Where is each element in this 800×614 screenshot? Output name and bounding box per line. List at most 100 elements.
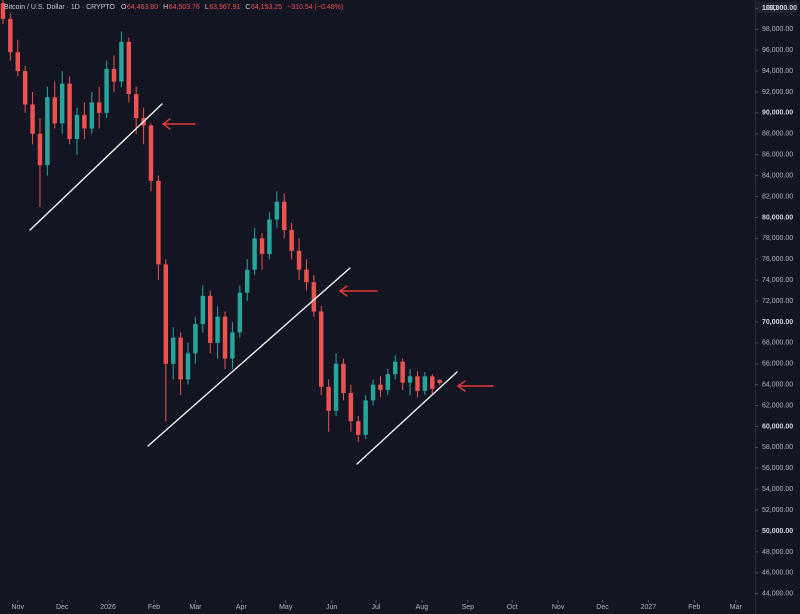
candle-body: [15, 52, 20, 72]
candle-body: [415, 376, 420, 391]
plot-area: [0, 0, 442, 443]
ohlc-key: H: [163, 4, 168, 11]
candle-body: [333, 363, 339, 411]
candle-body: [185, 353, 191, 380]
candle-body: [385, 374, 391, 390]
candle-body: [52, 97, 57, 124]
x-tick-label: Dec: [596, 604, 609, 611]
ohlc-value: 64,153.25: [251, 4, 282, 11]
candle-body: [400, 361, 405, 383]
y-tick-label: 70,000.00: [762, 319, 793, 326]
y-tick-label: 68,000.00: [762, 340, 793, 347]
candle-body: [119, 41, 124, 82]
y-tick-label: 82,000.00: [762, 193, 793, 200]
trendline: [29, 103, 163, 231]
x-tick-label: Jul: [372, 604, 381, 611]
ohlc-key: O: [121, 4, 127, 11]
annotations: [29, 103, 494, 465]
y-tick-label: 100,000.00: [762, 5, 797, 12]
y-tick-label: 90,000.00: [762, 110, 793, 117]
candle-body: [289, 229, 294, 251]
x-tick-label: Mar: [189, 604, 202, 611]
candle-body: [67, 83, 72, 140]
x-tick-label: Apr: [236, 604, 248, 611]
y-tick-label: 64,000.00: [762, 382, 793, 389]
candle-body: [237, 292, 243, 333]
candle-body: [82, 114, 87, 129]
candle-body: [407, 376, 413, 383]
candle-body: [0, 3, 6, 19]
candle-body: [311, 282, 317, 312]
x-tick-label: Feb: [148, 604, 160, 611]
candle-body: [304, 269, 309, 283]
x-tick-label: Mar: [730, 604, 743, 611]
y-tick-label: 88,000.00: [762, 131, 793, 138]
candle-body: [348, 393, 354, 422]
candle-body: [341, 363, 346, 394]
y-tick-label: 92,000.00: [762, 89, 793, 96]
candle-body: [274, 201, 280, 220]
candle-body: [148, 125, 154, 181]
candle-body: [89, 102, 95, 129]
y-tick-label: 48,000.00: [762, 549, 793, 556]
candle-body: [200, 295, 206, 325]
x-tick-label: Dec: [56, 604, 69, 611]
candle-body: [37, 133, 43, 166]
candle-body: [133, 94, 139, 119]
candle-body: [363, 400, 368, 435]
ohlc-value: 63,967.91: [209, 4, 240, 11]
x-tick-label: Oct: [507, 604, 518, 611]
candle-body: [267, 219, 272, 255]
x-tick-label: 2026: [100, 604, 116, 611]
candle-body: [178, 337, 183, 380]
candle-body: [111, 68, 117, 82]
y-tick-label: 46,000.00: [762, 570, 793, 577]
currency: USD: [763, 5, 778, 12]
candle-body: [74, 114, 80, 140]
y-tick-label: 60,000.00: [762, 423, 793, 430]
candle-body: [163, 264, 169, 364]
y-tick-label: 56,000.00: [762, 465, 793, 472]
arrow: [338, 285, 378, 297]
y-tick-label: 94,000.00: [762, 68, 793, 75]
trendline: [147, 267, 351, 447]
x-tick-label: Feb: [688, 604, 700, 611]
y-tick-label: 78,000.00: [762, 235, 793, 242]
trendline: [356, 371, 458, 465]
x-tick-label: Sep: [462, 604, 475, 611]
x-tick-label: Nov: [12, 604, 25, 611]
symbol-title: Bitcoin / U.S. Dollar · 1D · CRYPTO: [4, 4, 116, 11]
y-tick-label: 72,000.00: [762, 298, 793, 305]
ohlc-value: 64,503.76: [169, 4, 200, 11]
candle-body: [170, 337, 176, 364]
y-tick-label: 96,000.00: [762, 47, 793, 54]
ohlc-value: 64,463.80: [127, 4, 158, 11]
y-tick-label: 66,000.00: [762, 361, 793, 368]
candle-body: [230, 332, 235, 359]
candle-body: [104, 68, 109, 113]
arrow: [161, 118, 196, 130]
y-tick-label: 80,000.00: [762, 214, 793, 221]
candle-body: [378, 384, 383, 390]
candle-body: [126, 41, 132, 95]
candle-body: [156, 180, 161, 265]
candle-body: [422, 376, 428, 391]
y-tick-label: 44,000.00: [762, 591, 793, 598]
ohlc-key: L: [205, 4, 209, 11]
candle-body: [430, 376, 435, 389]
arrow: [456, 380, 494, 392]
candle-body: [252, 238, 257, 270]
y-tick-label: 58,000.00: [762, 444, 793, 451]
y-tick-label: 54,000.00: [762, 486, 793, 493]
candle-body: [245, 269, 250, 293]
ohlc-key: C: [245, 4, 250, 11]
y-tick-label: 74,000.00: [762, 277, 793, 284]
x-tick-label: Aug: [416, 604, 429, 611]
y-tick-label: 52,000.00: [762, 507, 793, 514]
y-tick-label: 62,000.00: [762, 402, 793, 409]
y-tick-label: 86,000.00: [762, 152, 793, 159]
x-tick-label: Jun: [326, 604, 337, 611]
